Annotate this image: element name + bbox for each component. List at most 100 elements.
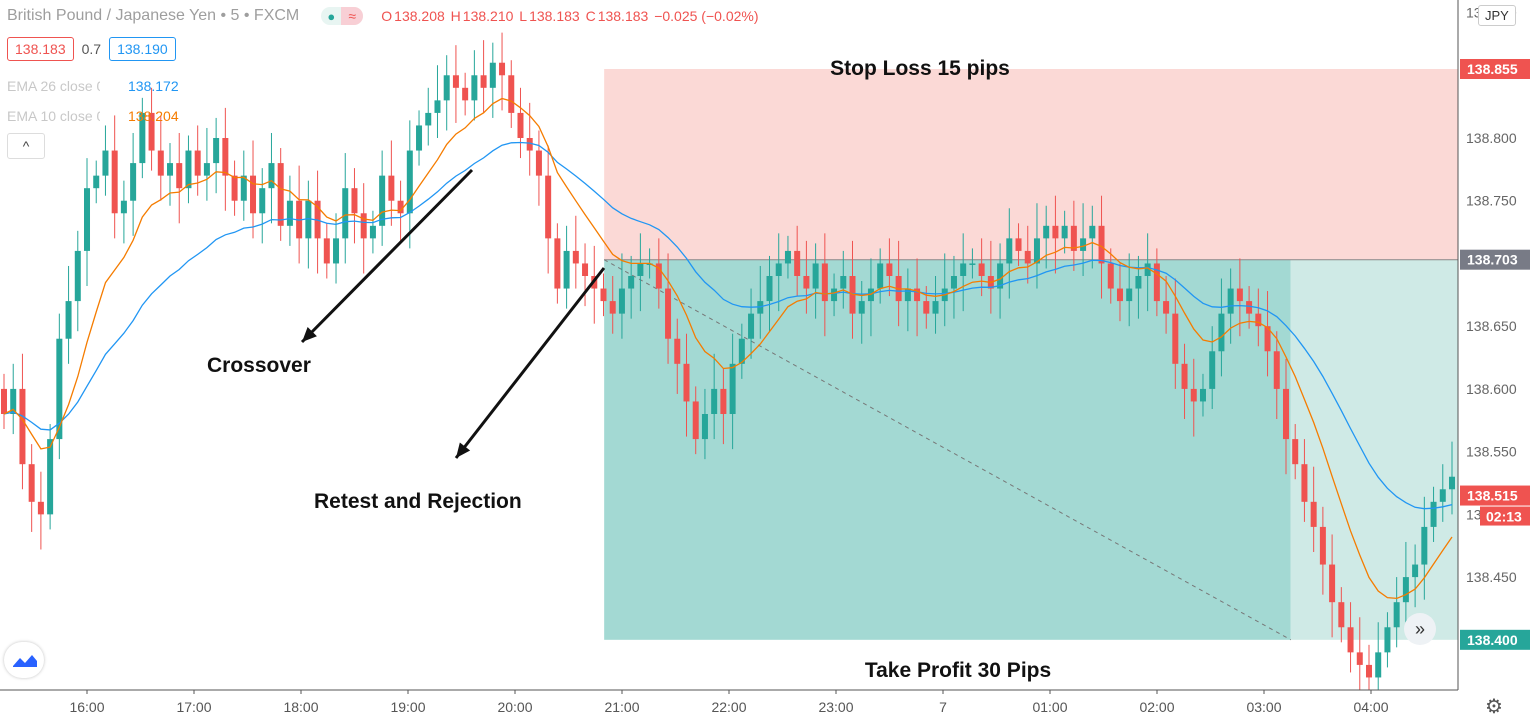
candle-body (1292, 439, 1299, 465)
y-tick-label: 138.750 (1466, 193, 1517, 209)
candle-body (582, 263, 589, 276)
price-tag[interactable] (1460, 59, 1530, 79)
candle-body (932, 301, 939, 314)
price-tag-label: 138.515 (1467, 488, 1518, 504)
candle-body (148, 112, 155, 151)
price-tag[interactable] (1460, 485, 1530, 506)
candle-body (379, 175, 386, 226)
candle-body (425, 112, 432, 126)
candle-body (471, 75, 478, 101)
price-tag-label: 138.855 (1467, 61, 1518, 77)
candle-body (1024, 250, 1031, 264)
x-tick-label: 01:00 (1032, 699, 1067, 715)
candle-body (886, 263, 893, 276)
candle-body (1, 388, 7, 414)
dot-icon: ● (327, 8, 336, 24)
indicator-toggle[interactable]: ● ≈ (321, 7, 364, 25)
candle-body (729, 363, 736, 414)
candle-body (1319, 526, 1326, 565)
candle-body (1329, 564, 1336, 603)
candle-body (701, 414, 708, 440)
candle-body (1033, 238, 1040, 264)
candle-body (554, 238, 561, 289)
sell-button[interactable]: 138.183 (7, 37, 74, 61)
candle-body (406, 150, 413, 214)
candle-body (609, 301, 616, 314)
x-tick-label: 03:00 (1246, 699, 1281, 715)
ema10-line (3, 97, 1453, 600)
candle-body (342, 188, 349, 239)
y-tick-label: 138.800 (1466, 130, 1517, 146)
stop-loss-zone[interactable] (604, 69, 1461, 260)
candle-body (74, 250, 81, 302)
candle-body (1163, 301, 1170, 314)
candle-body (1384, 627, 1391, 653)
tradingview-logo-icon[interactable] (4, 642, 44, 678)
take-profit-label: Take Profit 30 Pips (865, 659, 1051, 682)
candle-body (600, 288, 607, 302)
stop-loss-label: Stop Loss 15 pips (830, 57, 1010, 80)
arrow-shaft (300, 168, 474, 344)
candle-body (10, 388, 17, 414)
crossover-label: Crossover (207, 354, 311, 377)
candle-body (1439, 489, 1446, 502)
candle-body (397, 200, 404, 214)
x-tick-label: 16:00 (69, 699, 104, 715)
candle-body (1347, 627, 1354, 653)
candle-body (240, 175, 247, 201)
scroll-to-realtime-icon[interactable]: » (1404, 613, 1436, 645)
candle-body (969, 263, 976, 265)
price-tag[interactable] (1460, 249, 1530, 270)
candle-body (323, 238, 330, 264)
collapse-legend-icon[interactable]: ^ (7, 133, 45, 159)
candle-body (1043, 225, 1050, 239)
x-tick-label: 20:00 (497, 699, 532, 715)
ema10-legend[interactable]: EMA 10 close 0 138.204 (7, 108, 179, 124)
take-profit-zone-remaining[interactable] (1290, 259, 1461, 640)
candle-body (831, 288, 838, 302)
candle-body (434, 100, 441, 113)
candle-body (489, 62, 496, 88)
candle-body (84, 188, 91, 251)
candle-body (37, 501, 44, 515)
candle-body (1246, 301, 1253, 314)
countdown-label: 02:13 (1486, 509, 1522, 525)
price-tag[interactable] (1460, 629, 1530, 650)
candle-body (120, 200, 127, 214)
candle-body (1412, 564, 1419, 578)
candle-body (1015, 238, 1022, 251)
currency-button[interactable]: JPY (1478, 5, 1516, 26)
candle-body (674, 338, 681, 364)
x-tick-label: 7 (939, 699, 947, 715)
candle-body (305, 200, 312, 239)
x-tick-label: 17:00 (176, 699, 211, 715)
candle-body (19, 388, 26, 465)
candle-body (1227, 288, 1234, 314)
candle-body (1153, 263, 1160, 302)
ema26-legend[interactable]: EMA 26 close 0 138.172 (7, 78, 179, 94)
y-tick-label: 138.650 (1466, 318, 1517, 334)
candle-body (1264, 326, 1271, 352)
buy-button[interactable]: 138.190 (109, 37, 176, 61)
candle-body (111, 150, 118, 214)
countdown-tag (1480, 506, 1530, 526)
candle-body (665, 288, 672, 339)
candle-body (646, 263, 653, 265)
candle-body (203, 163, 210, 176)
settings-gear-icon[interactable]: ⚙ (1485, 696, 1503, 718)
candle-body (997, 263, 1004, 289)
candle-body (914, 288, 921, 302)
candle-body (286, 200, 293, 226)
candle-body (1310, 501, 1317, 527)
candle-body (351, 188, 358, 214)
symbol-title[interactable]: British Pound / Japanese Yen • 5 • FXCM (7, 7, 300, 24)
retest-arrow (454, 267, 606, 459)
candle-body (1135, 276, 1142, 289)
price-axis-bg (1458, 0, 1531, 718)
candle-body (517, 112, 524, 138)
candle-body (711, 388, 718, 414)
candle-body (978, 263, 985, 276)
x-tick-label: 22:00 (711, 699, 746, 715)
y-tick-label: 138.600 (1466, 381, 1517, 397)
